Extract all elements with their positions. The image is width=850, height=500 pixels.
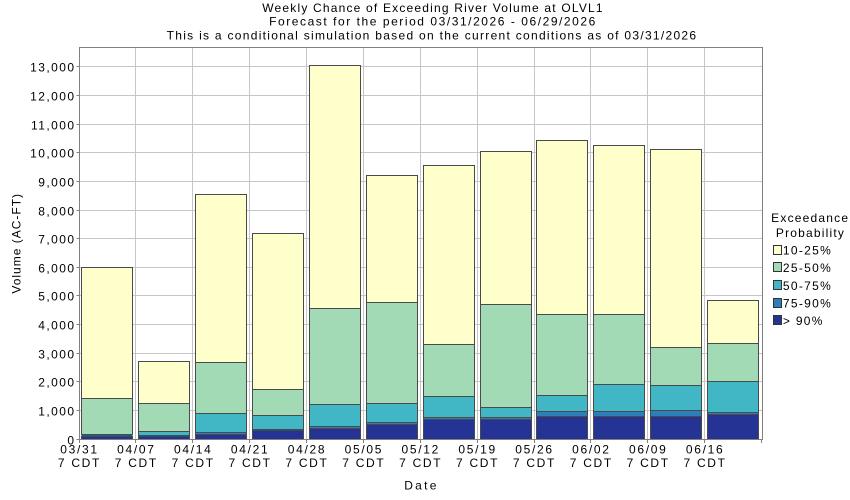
svg-text:2,000: 2,000 xyxy=(38,375,75,389)
svg-text:7 CDT: 7 CDT xyxy=(229,456,272,470)
svg-text:04/07: 04/07 xyxy=(117,443,156,457)
svg-text:7 CDT: 7 CDT xyxy=(58,456,101,470)
svg-text:Probability: Probability xyxy=(776,226,845,240)
svg-text:12,000: 12,000 xyxy=(30,89,75,103)
svg-text:5,000: 5,000 xyxy=(38,289,75,303)
svg-text:10,000: 10,000 xyxy=(30,146,75,160)
svg-text:7 CDT: 7 CDT xyxy=(342,456,385,470)
svg-text:04/14: 04/14 xyxy=(174,443,213,457)
svg-text:Date: Date xyxy=(404,478,439,492)
svg-text:This is a conditional simulati: This is a conditional simulation based o… xyxy=(167,29,698,43)
svg-text:10-25%: 10-25% xyxy=(783,243,832,257)
svg-text:75-90%: 75-90% xyxy=(783,297,832,311)
svg-text:13,000: 13,000 xyxy=(30,60,75,74)
svg-text:7 CDT: 7 CDT xyxy=(513,456,556,470)
svg-text:3,000: 3,000 xyxy=(38,347,75,361)
svg-text:04/28: 04/28 xyxy=(288,443,327,457)
svg-text:Volume (AC-FT): Volume (AC-FT) xyxy=(10,193,24,294)
svg-text:25-50%: 25-50% xyxy=(783,261,832,275)
svg-text:7 CDT: 7 CDT xyxy=(172,456,215,470)
svg-text:05/26: 05/26 xyxy=(515,443,554,457)
svg-text:7 CDT: 7 CDT xyxy=(627,456,670,470)
svg-text:6,000: 6,000 xyxy=(38,261,75,275)
svg-text:0: 0 xyxy=(67,433,75,447)
svg-text:7 CDT: 7 CDT xyxy=(456,456,499,470)
svg-text:06/09: 06/09 xyxy=(629,443,668,457)
svg-text:8,000: 8,000 xyxy=(38,204,75,218)
svg-text:Exceedance: Exceedance xyxy=(771,211,849,225)
svg-text:7 CDT: 7 CDT xyxy=(684,456,727,470)
svg-text:50-75%: 50-75% xyxy=(783,279,832,293)
svg-text:05/12: 05/12 xyxy=(401,443,440,457)
svg-text:06/02: 06/02 xyxy=(572,443,611,457)
svg-text:9,000: 9,000 xyxy=(38,175,75,189)
svg-text:03/31: 03/31 xyxy=(60,443,99,457)
svg-text:05/19: 05/19 xyxy=(458,443,497,457)
svg-text:7 CDT: 7 CDT xyxy=(570,456,613,470)
svg-text:7 CDT: 7 CDT xyxy=(399,456,442,470)
svg-text:7 CDT: 7 CDT xyxy=(115,456,158,470)
svg-text:7 CDT: 7 CDT xyxy=(285,456,328,470)
svg-text:4,000: 4,000 xyxy=(38,318,75,332)
svg-text:06/16: 06/16 xyxy=(686,443,725,457)
svg-text:1,000: 1,000 xyxy=(38,404,75,418)
svg-text:Weekly Chance of Exceeding Riv: Weekly Chance of Exceeding River Volume … xyxy=(262,1,604,15)
svg-text:04/21: 04/21 xyxy=(231,443,270,457)
svg-text:05/05: 05/05 xyxy=(345,443,384,457)
svg-text:7,000: 7,000 xyxy=(38,232,75,246)
svg-text:Forecast for the period 03/31/: Forecast for the period 03/31/2026 - 06/… xyxy=(269,15,597,29)
svg-text:> 90%: > 90% xyxy=(783,314,824,328)
svg-text:11,000: 11,000 xyxy=(31,118,76,132)
